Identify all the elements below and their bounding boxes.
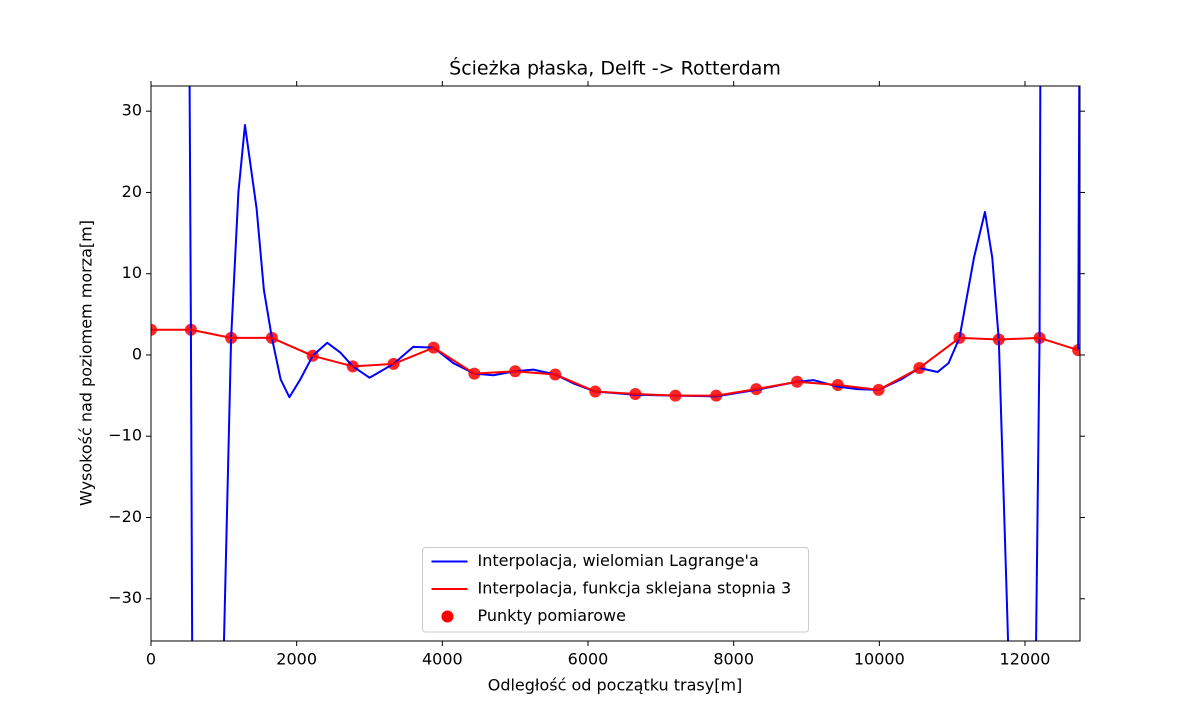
y-tick-label: 0 (132, 344, 142, 363)
series-line (151, 328, 1079, 397)
y-tick-label: 20 (122, 182, 142, 201)
x-tick-label: 6000 (568, 650, 609, 669)
y-tick-label: 30 (122, 101, 142, 120)
legend-marker (441, 610, 454, 623)
x-tick-label: 4000 (422, 650, 463, 669)
x-tick-label: 8000 (713, 650, 754, 669)
plot-area (151, 86, 1080, 641)
chart-title: Ścieżka płaska, Delft -> Rotterdam (449, 56, 781, 80)
y-tick-label: −10 (108, 426, 142, 445)
y-axis-label: Wysokość nad poziomem morza[m] (77, 220, 96, 506)
y-tick-label: 10 (122, 263, 142, 282)
legend-box (422, 547, 809, 633)
y-tick-label: −20 (108, 507, 142, 526)
x-tick-label: 12000 (1000, 650, 1051, 669)
x-tick-label: 2000 (276, 650, 317, 669)
x-axis-label: Odległość od początku trasy[m] (488, 676, 743, 695)
axes-frame (150, 85, 1081, 642)
legend-label: Punkty pomiarowe (478, 606, 626, 625)
x-tick-label: 10000 (854, 650, 905, 669)
x-tick-label: 0 (146, 650, 156, 669)
legend-label: Interpolacja, wielomian Lagrange'a (478, 551, 759, 570)
legend-label: Interpolacja, funkcja sklejana stopnia 3 (478, 579, 792, 598)
y-tick-label: −30 (108, 588, 142, 607)
